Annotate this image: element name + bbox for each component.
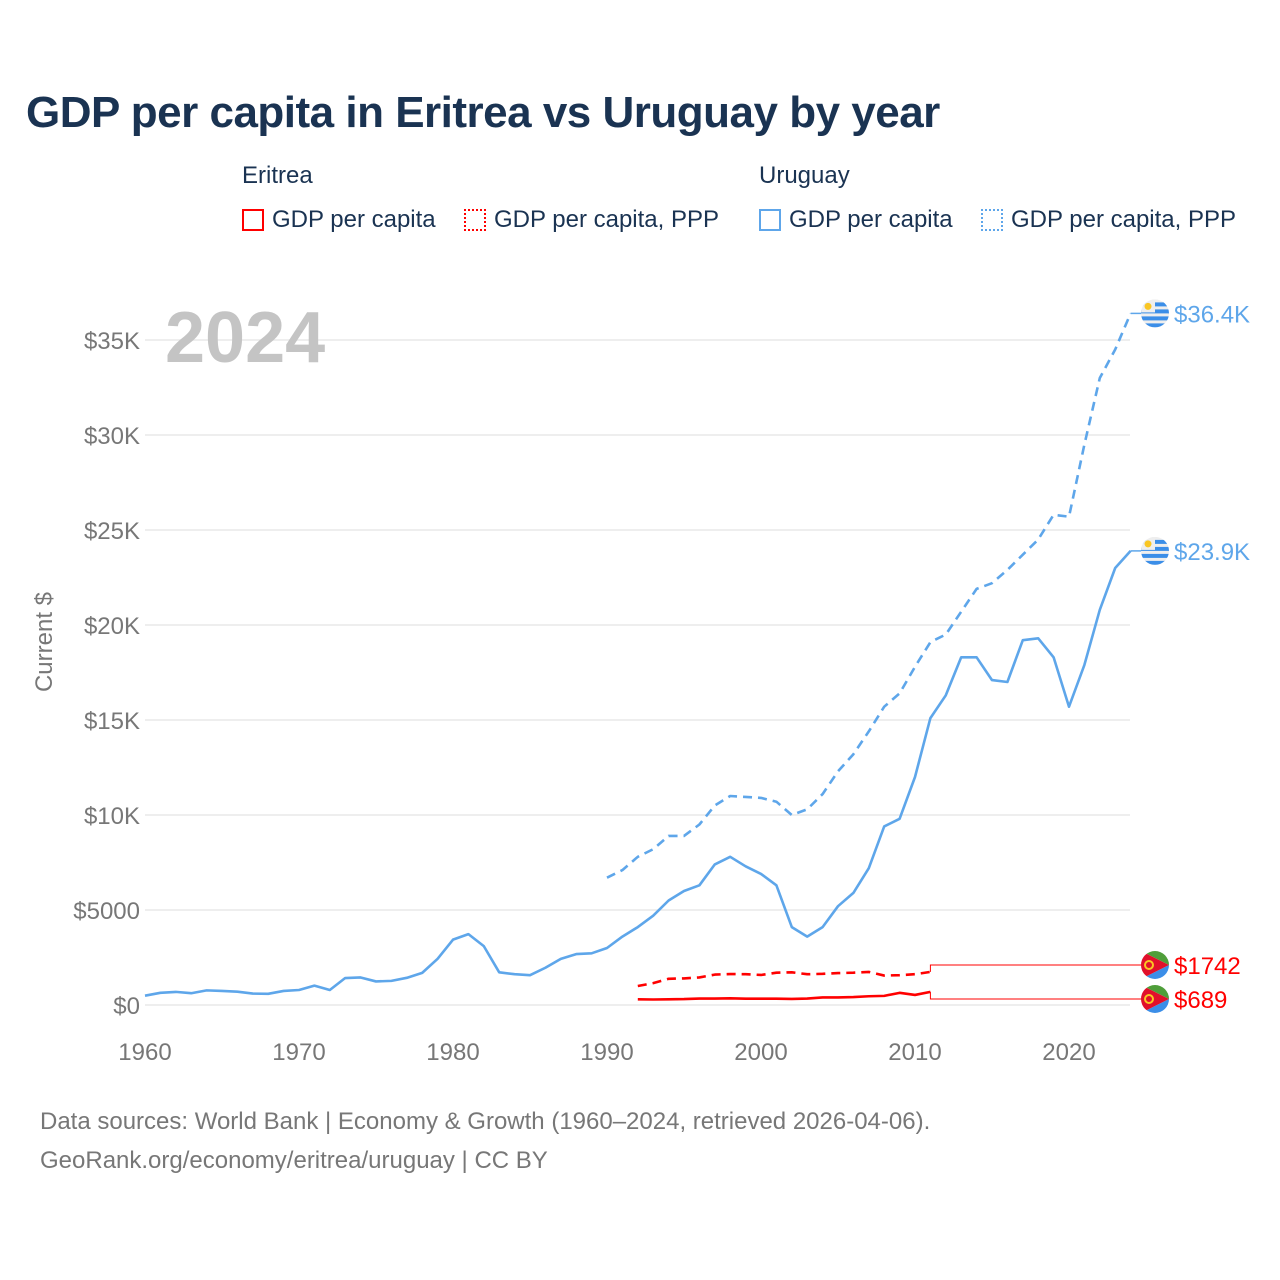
legend-uruguay-ppp[interactable]: GDP per capita, PPP [981, 206, 1236, 234]
y-axis-label: Current $ [31, 592, 58, 692]
x-tick-label: 1980 [426, 1039, 479, 1066]
eritrea-flag-icon [1141, 951, 1169, 979]
series-line-1 [606, 312, 1132, 879]
x-tick-label: 1960 [118, 1039, 171, 1066]
legend-label: GDP per capita [272, 206, 436, 233]
x-tick-label: 2000 [734, 1039, 787, 1066]
legend-eritrea-ppp[interactable]: GDP per capita, PPP [464, 206, 719, 234]
flag-sun [1144, 540, 1152, 548]
chart-title: GDP per capita in Eritrea vs Uruguay by … [26, 88, 940, 137]
end-value-label: $689 [1174, 987, 1227, 1014]
y-tick-label: $35K [84, 328, 140, 355]
end-value-label: $36.4K [1174, 301, 1250, 328]
uruguay-flag-icon [1141, 536, 1169, 565]
y-tick-label: $15K [84, 708, 140, 735]
legend-uruguay-gdp[interactable]: GDP per capita [759, 206, 953, 234]
legend-swatch-dotted-blue [981, 209, 1003, 231]
label-connector [929, 964, 1142, 972]
series-line-3 [637, 970, 931, 988]
y-tick-label: $10K [84, 803, 140, 830]
end-value-label: $1742 [1174, 953, 1241, 980]
x-tick-label: 1970 [272, 1039, 325, 1066]
legend-swatch-solid-blue [759, 209, 781, 231]
x-tick-label: 1990 [580, 1039, 633, 1066]
footer-link[interactable]: GeoRank.org/economy/eritrea/uruguay | CC… [40, 1147, 548, 1174]
flag-stripe [1141, 560, 1169, 565]
legend-group-eritrea: Eritrea [242, 162, 313, 189]
label-connector [929, 991, 1142, 1000]
flag-emblem [1144, 960, 1154, 970]
footer-sources: Data sources: World Bank | Economy & Gro… [40, 1108, 931, 1135]
series-line-2 [637, 990, 931, 1001]
legend-label: GDP per capita, PPP [494, 206, 719, 233]
flag-stripe [1141, 553, 1169, 558]
x-tick-label: 2010 [888, 1039, 941, 1066]
y-tick-label: $30K [84, 423, 140, 450]
flag-red [1141, 951, 1169, 979]
legend-group-uruguay: Uruguay [759, 162, 850, 189]
legend-swatch-dotted-red [464, 209, 486, 231]
eritrea-flag-icon [1141, 985, 1169, 1013]
y-tick-label: $5000 [73, 898, 140, 925]
legend-label: GDP per capita, PPP [1011, 206, 1236, 233]
legend-swatch-solid-red [242, 209, 264, 231]
y-tick-label: $25K [84, 518, 140, 545]
end-value-label: $23.9K [1174, 539, 1250, 566]
series-line-0 [144, 550, 1132, 997]
flag-stripe [1141, 316, 1169, 321]
flag-sun [1144, 302, 1152, 310]
legend-eritrea-gdp[interactable]: GDP per capita [242, 206, 436, 234]
x-tick-label: 2020 [1042, 1039, 1095, 1066]
uruguay-flag-icon [1141, 299, 1169, 328]
year-marker: 2024 [165, 298, 325, 378]
y-tick-label: $0 [113, 993, 140, 1020]
flag-red [1141, 985, 1169, 1013]
legend-label: GDP per capita [789, 206, 953, 233]
flag-emblem [1144, 994, 1154, 1004]
flag-stripe [1141, 323, 1169, 328]
y-tick-label: $20K [84, 613, 140, 640]
